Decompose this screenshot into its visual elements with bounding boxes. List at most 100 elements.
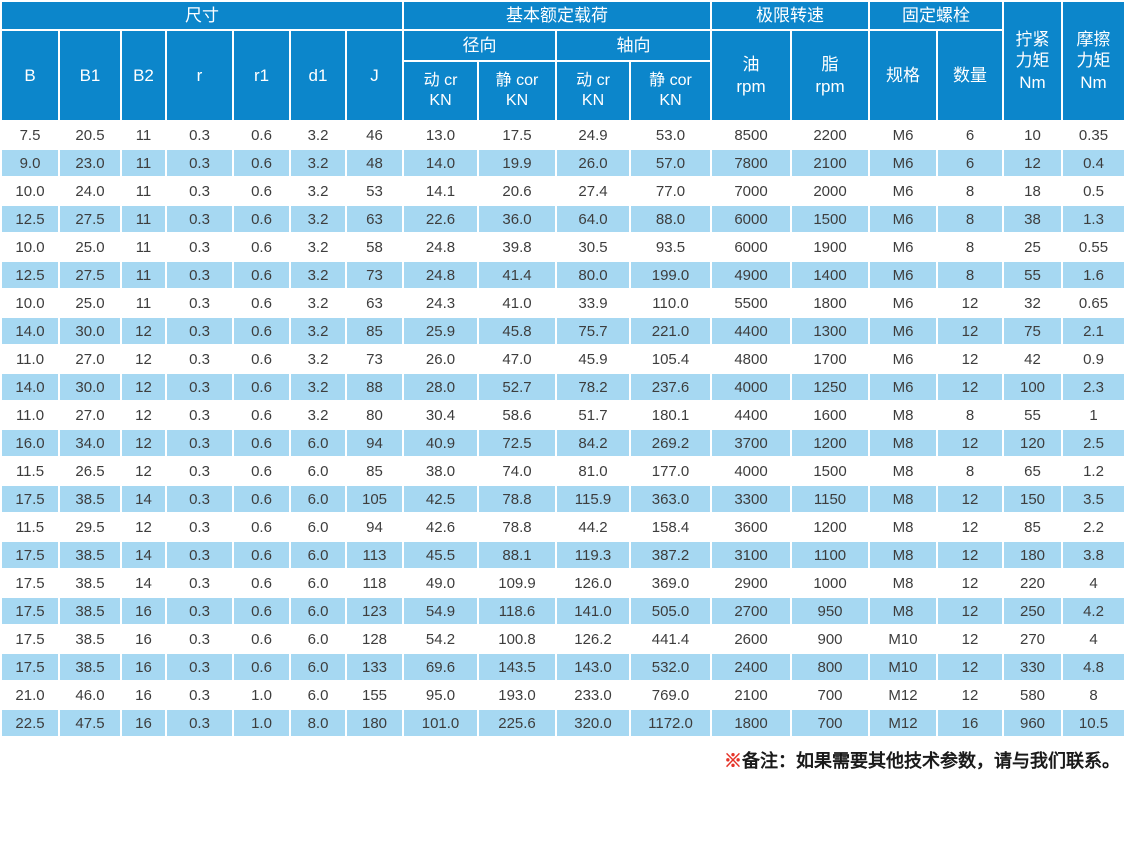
cell: M8 bbox=[868, 540, 939, 570]
cell: 8 bbox=[936, 176, 1005, 206]
cell: M8 bbox=[868, 456, 939, 486]
cell: 1400 bbox=[790, 260, 871, 290]
cell: M6 bbox=[868, 232, 939, 262]
cell: 25.9 bbox=[402, 316, 480, 346]
cell: 1200 bbox=[790, 512, 871, 542]
cell: 800 bbox=[790, 652, 871, 682]
cell: 11 bbox=[120, 120, 167, 150]
cell: 69.6 bbox=[402, 652, 480, 682]
cell: 363.0 bbox=[629, 484, 713, 514]
table-row: 22.5 47.5 16 0.3 1.0 8.0 180 101.0 225.6 320.0 117… bbox=[0, 708, 1124, 738]
cell: 330 bbox=[1002, 652, 1064, 682]
cell: 75.7 bbox=[555, 316, 632, 346]
cell: 17.5 bbox=[0, 540, 60, 570]
cell: 27.5 bbox=[58, 204, 122, 234]
table-row: 11.0 27.0 12 0.3 0.6 3.2 73 26.0 47.0 45.9 105.4 48… bbox=[0, 344, 1124, 374]
cell: 74.0 bbox=[477, 456, 558, 486]
cell: 10.0 bbox=[0, 232, 60, 262]
cell: 101.0 bbox=[402, 708, 480, 738]
cell: 12 bbox=[120, 512, 167, 542]
header-axial-dynamic-cr: 动 cr KN bbox=[555, 60, 632, 122]
cell: 12 bbox=[936, 624, 1005, 654]
cell: M6 bbox=[868, 316, 939, 346]
cell: 21.0 bbox=[0, 680, 60, 710]
cell: 0.6 bbox=[232, 316, 291, 346]
cell: 51.7 bbox=[555, 400, 632, 430]
cell: 2400 bbox=[710, 652, 793, 682]
cell: 769.0 bbox=[629, 680, 713, 710]
cell: 26.0 bbox=[555, 148, 632, 178]
cell: 95.0 bbox=[402, 680, 480, 710]
cell: 11.0 bbox=[0, 400, 60, 430]
cell: M10 bbox=[868, 624, 939, 654]
cell: 25.0 bbox=[58, 232, 122, 262]
cell: 233.0 bbox=[555, 680, 632, 710]
cell: 49.0 bbox=[402, 568, 480, 598]
cell: 11.0 bbox=[0, 344, 60, 374]
cell: 1150 bbox=[790, 484, 871, 514]
cell: 11 bbox=[120, 288, 167, 318]
table-row: 10.0 25.0 11 0.3 0.6 3.2 58 24.8 39.8 30.5 93.5 600… bbox=[0, 232, 1124, 262]
cell: 0.3 bbox=[165, 344, 234, 374]
cell: 4400 bbox=[710, 400, 793, 430]
cell: 0.6 bbox=[232, 512, 291, 542]
cell: 8 bbox=[936, 456, 1005, 486]
cell: 65 bbox=[1002, 456, 1064, 486]
cell: M8 bbox=[868, 512, 939, 542]
cell: 38.5 bbox=[58, 568, 122, 598]
table-row: 11.5 29.5 12 0.3 0.6 6.0 94 42.6 78.8 44.2 158.4 36… bbox=[0, 512, 1124, 542]
cell: 53.0 bbox=[629, 120, 713, 150]
header-axial: 轴向 bbox=[555, 29, 713, 62]
cell: 54.2 bbox=[402, 624, 480, 654]
cell: 14 bbox=[120, 540, 167, 570]
cell: 24.3 bbox=[402, 288, 480, 318]
cell: 16 bbox=[120, 680, 167, 710]
header-oil-rpm: 油 rpm bbox=[710, 29, 793, 122]
cell: 38.5 bbox=[58, 652, 122, 682]
cell: 0.6 bbox=[232, 568, 291, 598]
cell: 0.6 bbox=[232, 232, 291, 262]
cell: 41.4 bbox=[477, 260, 558, 290]
cell: 2.2 bbox=[1061, 512, 1124, 542]
cell: 78.8 bbox=[477, 484, 558, 514]
header-bolt-quantity: 数量 bbox=[936, 29, 1005, 122]
cell: 0.3 bbox=[165, 596, 234, 626]
table-row: 17.5 38.5 16 0.3 0.6 6.0 123 54.9 118.6 141.0 505.… bbox=[0, 596, 1124, 626]
cell: 119.3 bbox=[555, 540, 632, 570]
cell: 0.3 bbox=[165, 204, 234, 234]
cell: 505.0 bbox=[629, 596, 713, 626]
cell: 12.5 bbox=[0, 260, 60, 290]
cell: 0.3 bbox=[165, 260, 234, 290]
cell: 2600 bbox=[710, 624, 793, 654]
cell: 8 bbox=[936, 232, 1005, 262]
header-group-limit-speed: 极限转速 bbox=[710, 0, 871, 31]
cell: 30.0 bbox=[58, 316, 122, 346]
cell: 118 bbox=[344, 568, 405, 598]
cell: 580 bbox=[1002, 680, 1064, 710]
table-row: 11.5 26.5 12 0.3 0.6 6.0 85 38.0 74.0 81.0 177.0 40… bbox=[0, 456, 1124, 486]
cell: 180 bbox=[1002, 540, 1064, 570]
cell: 88.1 bbox=[477, 540, 558, 570]
cell: 16 bbox=[120, 708, 167, 738]
cell: 80 bbox=[344, 400, 405, 430]
cell: 10 bbox=[1002, 120, 1064, 150]
cell: M8 bbox=[868, 568, 939, 598]
cell: 1250 bbox=[790, 372, 871, 402]
cell: 532.0 bbox=[629, 652, 713, 682]
cell: 88.0 bbox=[629, 204, 713, 234]
cell: 30.4 bbox=[402, 400, 480, 430]
cell: 0.3 bbox=[165, 624, 234, 654]
cell: 20.5 bbox=[58, 120, 122, 150]
header-radial-dynamic-cr: 动 cr KN bbox=[402, 60, 480, 122]
cell: 0.65 bbox=[1061, 288, 1124, 318]
cell: 128 bbox=[344, 624, 405, 654]
cell: 30.0 bbox=[58, 372, 122, 402]
cell: 11 bbox=[120, 148, 167, 178]
footnote: ※备注：如果需要其他技术参数，请与我们联系。 bbox=[0, 750, 1124, 773]
cell: 700 bbox=[790, 708, 871, 738]
cell: 6.0 bbox=[289, 512, 347, 542]
cell: 4800 bbox=[710, 344, 793, 374]
cell: 109.9 bbox=[477, 568, 558, 598]
cell: 0.3 bbox=[165, 148, 234, 178]
